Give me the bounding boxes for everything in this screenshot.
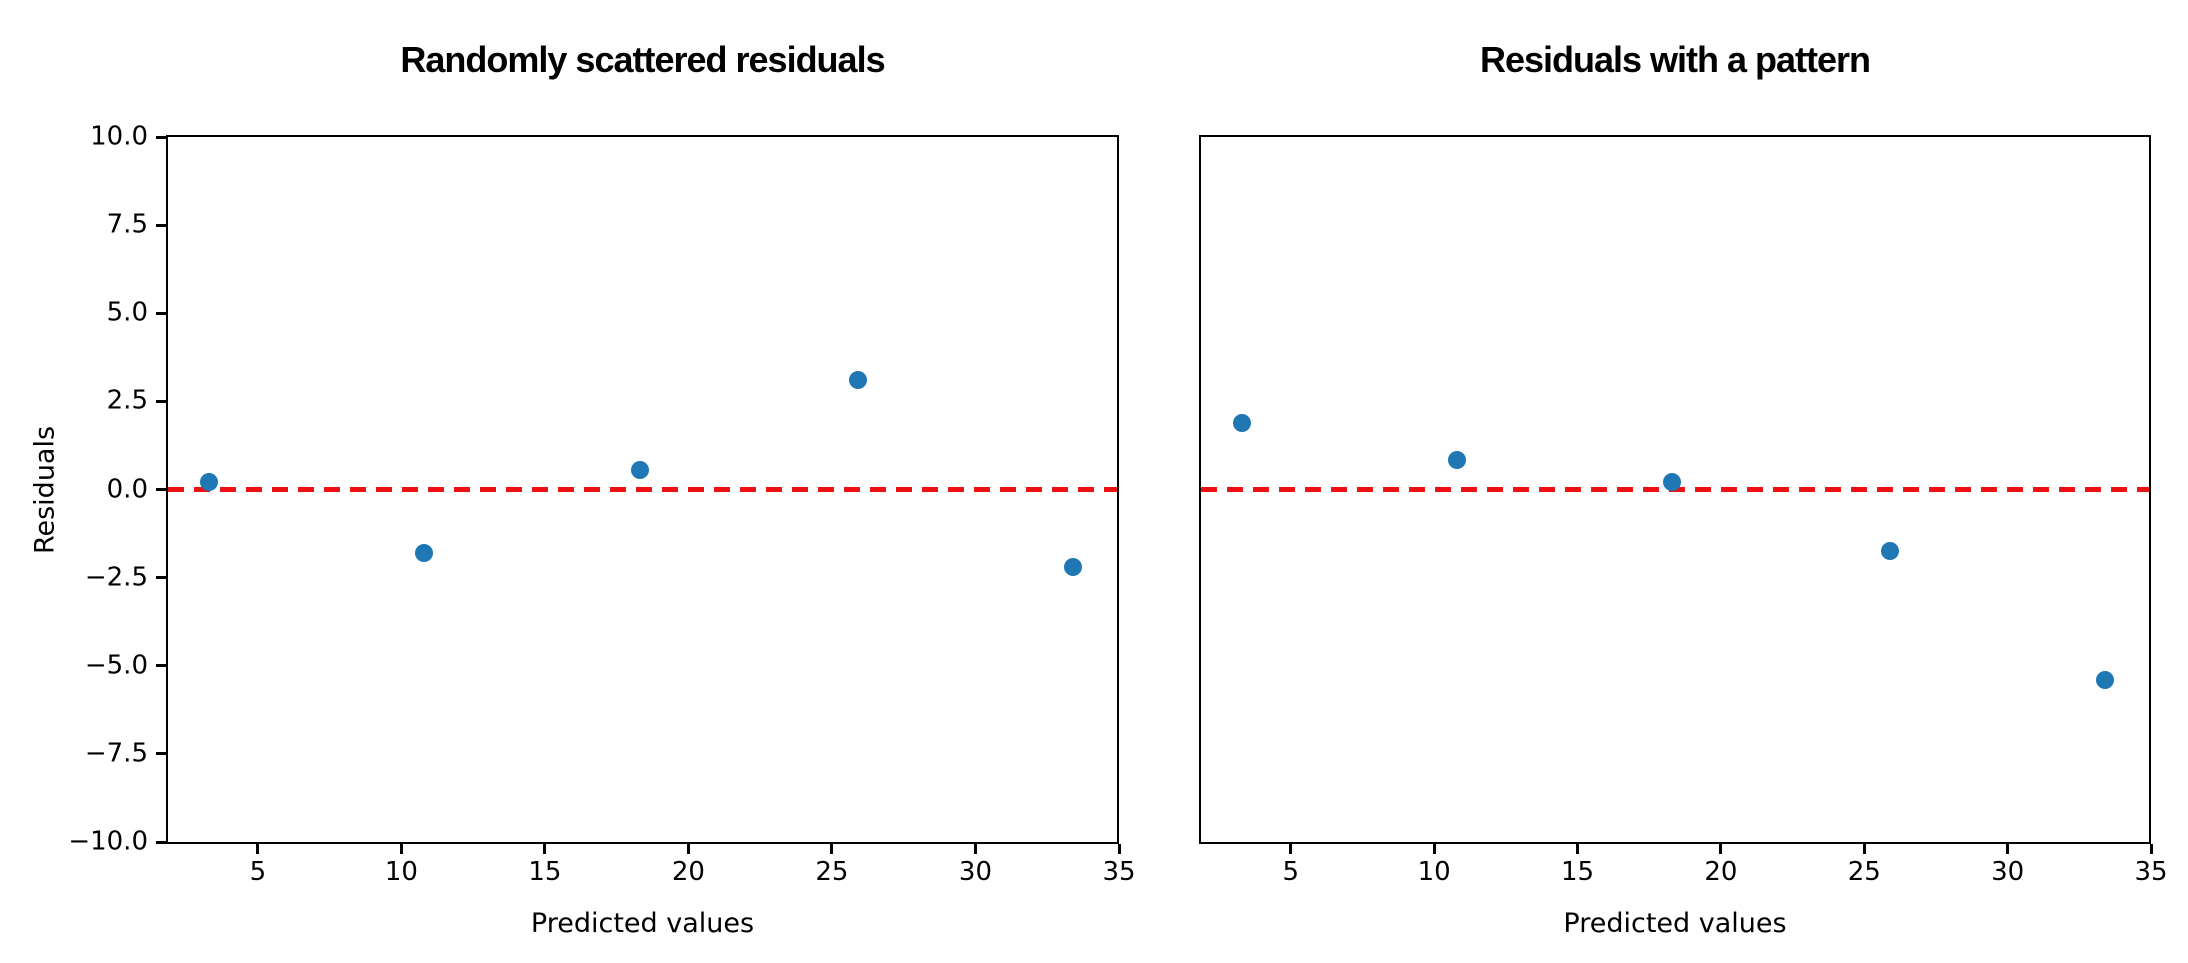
x-tick-label: 10 (1417, 857, 1451, 887)
x-tick-label: 20 (671, 857, 705, 887)
x-tick-label: 30 (958, 857, 993, 887)
y-tick-mark (156, 840, 166, 844)
y-tick-label: −2.5 (84, 562, 148, 593)
data-point (848, 371, 867, 390)
y-tick-mark (156, 311, 166, 315)
data-point (415, 543, 434, 562)
x-tick-mark (1862, 844, 1866, 854)
x-tick-mark (2006, 844, 2010, 854)
data-point (630, 461, 649, 480)
y-tick-mark (156, 752, 166, 756)
y-tick-label: 7.5 (106, 209, 148, 240)
y-tick-label: 2.5 (106, 386, 148, 417)
y-tick-label: 5.0 (106, 297, 148, 328)
y-tick-label: −5.0 (84, 650, 148, 681)
x-tick-label: 5 (249, 857, 267, 887)
x-tick-mark (1719, 844, 1723, 854)
x-tick-label: 5 (1282, 857, 1300, 887)
y-axis-label: Residuals (29, 425, 61, 554)
x-tick-label: 20 (1704, 857, 1738, 887)
x-tick-mark (1432, 844, 1436, 854)
data-point (1663, 473, 1682, 492)
x-tick-mark (1289, 844, 1293, 854)
x-tick-mark (543, 844, 547, 854)
x-tick-mark (2149, 844, 2153, 854)
chart-title-right: Residuals with a pattern (1479, 39, 1871, 80)
data-point (1233, 413, 1251, 432)
data-point (200, 473, 219, 492)
y-tick-mark (156, 664, 166, 668)
x-tick-mark (686, 844, 690, 854)
y-tick-mark (156, 223, 166, 227)
y-tick-label: −10.0 (68, 826, 148, 857)
y-tick-mark (156, 135, 166, 139)
x-tick-label: 30 (1991, 857, 2025, 887)
chart-title-left: Randomly scattered residuals (400, 39, 885, 80)
y-tick-label: −7.5 (84, 738, 148, 769)
x-tick-mark (830, 844, 834, 854)
y-tick-mark (156, 576, 166, 580)
x-tick-mark (256, 844, 260, 854)
x-axis-label-right: Predicted values (1563, 908, 1787, 939)
data-point (2096, 670, 2115, 689)
x-tick-label: 15 (528, 857, 562, 887)
y-tick-mark (156, 399, 166, 403)
x-tick-label: 35 (2134, 857, 2168, 887)
x-tick-label: 15 (1560, 857, 1595, 887)
x-tick-label: 25 (1847, 857, 1881, 887)
y-tick-label: 10.0 (90, 121, 148, 152)
x-tick-label: 10 (384, 857, 418, 887)
data-point (1448, 450, 1467, 469)
x-tick-mark (1117, 844, 1121, 854)
x-tick-mark (399, 844, 403, 854)
y-tick-label: 0.0 (106, 474, 148, 505)
x-tick-label: 25 (815, 857, 849, 887)
data-point (1881, 542, 1900, 561)
x-tick-mark (1576, 844, 1579, 854)
x-tick-label: 35 (1102, 857, 1136, 887)
x-tick-mark (973, 844, 977, 854)
data-point (1064, 558, 1083, 577)
zero-reference-line-left (168, 487, 1117, 492)
y-tick-mark (156, 488, 166, 491)
x-axis-label-left: Predicted values (530, 908, 755, 939)
